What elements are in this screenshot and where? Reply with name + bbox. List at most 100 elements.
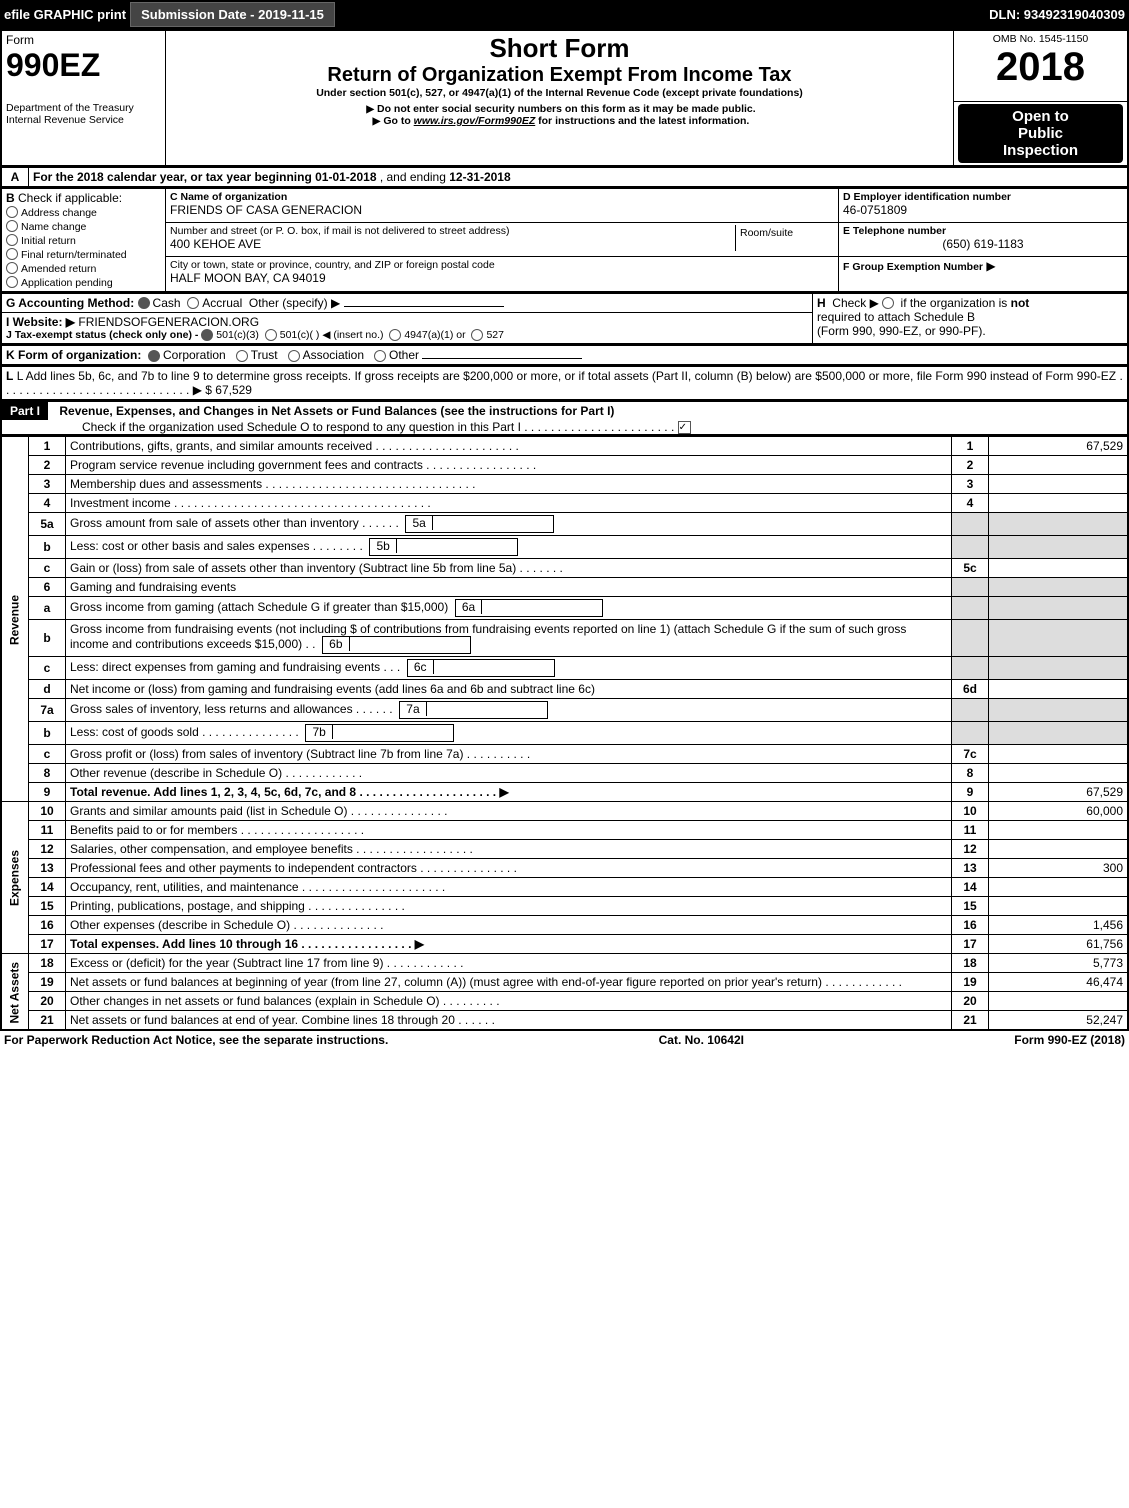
- l6c-text: Less: direct expenses from gaming and fu…: [70, 660, 400, 674]
- k-assoc-radio[interactable]: [288, 350, 300, 362]
- name-change-radio[interactable]: [6, 220, 18, 232]
- l3-num: 3: [29, 475, 66, 494]
- netassets-side-label: Net Assets: [1, 954, 29, 1031]
- k-trust-radio[interactable]: [236, 350, 248, 362]
- rowl-text: L Add lines 5b, 6c, and 7b to line 9 to …: [6, 369, 1123, 397]
- l9-rn: 9: [952, 783, 989, 802]
- k-row: K Form of organization: Corporation Trus…: [0, 345, 1129, 366]
- expenses-side-label: Expenses: [1, 802, 29, 954]
- l7a-text: Gross sales of inventory, less returns a…: [70, 702, 393, 716]
- k-corp-radio[interactable]: [148, 350, 160, 362]
- l18-text: Excess or (deficit) for the year (Subtra…: [66, 954, 952, 973]
- l11-text: Benefits paid to or for members . . . . …: [66, 821, 952, 840]
- other-specify: Other (specify) ▶: [249, 296, 340, 310]
- l5a-num: 5a: [29, 513, 66, 536]
- j-4947-radio[interactable]: [389, 329, 401, 341]
- form-word: Form: [6, 33, 161, 47]
- l-row: L L Add lines 5b, 6c, and 7b to line 9 t…: [0, 366, 1129, 401]
- j-501c3: 501(c)(3): [216, 329, 259, 341]
- part1-checkbox[interactable]: [678, 421, 691, 434]
- boxd-label: D Employer identification number: [843, 191, 1123, 203]
- l12-rn: 12: [952, 840, 989, 859]
- period-ending: 12-31-2018: [449, 170, 510, 184]
- other-input[interactable]: [344, 306, 504, 307]
- addr-change-radio[interactable]: [6, 206, 18, 218]
- footer-left: For Paperwork Reduction Act Notice, see …: [4, 1033, 388, 1047]
- h-checkbox[interactable]: [882, 297, 894, 309]
- dept-label: Department of the Treasury: [6, 102, 161, 114]
- l6d-rn: 6d: [952, 680, 989, 699]
- accrual-radio[interactable]: [187, 297, 199, 309]
- k-other-input[interactable]: [422, 358, 582, 359]
- l6-num: 6: [29, 578, 66, 597]
- j-527-radio[interactable]: [471, 329, 483, 341]
- l6b-num: b: [29, 620, 66, 657]
- l6d-text: Net income or (loss) from gaming and fun…: [66, 680, 952, 699]
- l14-num: 14: [29, 878, 66, 897]
- l3-text: Membership dues and assessments . . . . …: [66, 475, 952, 494]
- j-501c3-radio[interactable]: [201, 329, 213, 341]
- l18-num: 18: [29, 954, 66, 973]
- l18-amt: 5,773: [989, 954, 1129, 973]
- city-label: City or town, state or province, country…: [170, 259, 834, 271]
- l16-rn: 16: [952, 916, 989, 935]
- l2-rn: 2: [952, 456, 989, 475]
- goto-instructions: Go to www.irs.gov/Form990EZ for instruct…: [383, 115, 749, 127]
- l17-text: Total expenses. Add lines 10 through 16 …: [66, 935, 952, 954]
- ssn-warning: Do not enter social security numbers on …: [377, 103, 756, 115]
- l7a-num: 7a: [29, 699, 66, 722]
- l6b-sub: 6b: [323, 637, 349, 651]
- l19-rn: 19: [952, 973, 989, 992]
- submission-date-button[interactable]: Submission Date - 2019-11-15: [130, 2, 335, 27]
- dln-label: DLN: 93492319040309: [989, 7, 1125, 22]
- l3-amt: [989, 475, 1129, 494]
- addr-change-label: Address change: [21, 207, 97, 219]
- l14-amt: [989, 878, 1129, 897]
- l16-num: 16: [29, 916, 66, 935]
- phone-value: (650) 619-1183: [843, 237, 1123, 251]
- letter-h: H: [817, 296, 826, 310]
- l6a-sub: 6a: [456, 600, 482, 614]
- l20-rn: 20: [952, 992, 989, 1011]
- l21-num: 21: [29, 1011, 66, 1031]
- l13-num: 13: [29, 859, 66, 878]
- l11-num: 11: [29, 821, 66, 840]
- initial-return-radio[interactable]: [6, 234, 18, 246]
- amended-radio[interactable]: [6, 262, 18, 274]
- l13-text: Professional fees and other payments to …: [66, 859, 952, 878]
- entity-block: B Check if applicable: Address change Na…: [0, 188, 1129, 293]
- l6b-text: Gross income from fundraising events (no…: [70, 622, 906, 651]
- l7b-sub: 7b: [306, 725, 332, 739]
- l6a-text: Gross income from gaming (attach Schedul…: [70, 600, 448, 614]
- l1-num: 1: [29, 437, 66, 456]
- l15-num: 15: [29, 897, 66, 916]
- h-text2: if the organization is: [901, 296, 1008, 310]
- l20-num: 20: [29, 992, 66, 1011]
- l8-text: Other revenue (describe in Schedule O) .…: [66, 764, 952, 783]
- l4-text: Investment income . . . . . . . . . . . …: [66, 494, 952, 513]
- l19-text: Net assets or fund balances at beginning…: [66, 973, 952, 992]
- l7a-sub: 7a: [400, 702, 426, 716]
- app-pending-label: Application pending: [21, 277, 113, 289]
- tax-year: 2018: [958, 45, 1123, 90]
- l6d-amt: [989, 680, 1129, 699]
- l5b-sub: 5b: [370, 539, 396, 553]
- l17-rn: 17: [952, 935, 989, 954]
- l19-num: 19: [29, 973, 66, 992]
- j-501c-radio[interactable]: [265, 329, 277, 341]
- cash-radio[interactable]: [138, 297, 150, 309]
- form-number: 990EZ: [6, 47, 161, 84]
- boxc-label: C Name of organization: [170, 191, 834, 203]
- l6a-num: a: [29, 597, 66, 620]
- l11-amt: [989, 821, 1129, 840]
- app-pending-radio[interactable]: [6, 276, 18, 288]
- j-527: 527: [486, 329, 504, 341]
- k-other-radio[interactable]: [374, 350, 386, 362]
- l9-num: 9: [29, 783, 66, 802]
- l5c-num: c: [29, 559, 66, 578]
- part1-title: Revenue, Expenses, and Changes in Net As…: [51, 404, 614, 418]
- final-return-radio[interactable]: [6, 248, 18, 260]
- l5a-amt-shaded: [989, 513, 1129, 536]
- l5c-amt: [989, 559, 1129, 578]
- l11-rn: 11: [952, 821, 989, 840]
